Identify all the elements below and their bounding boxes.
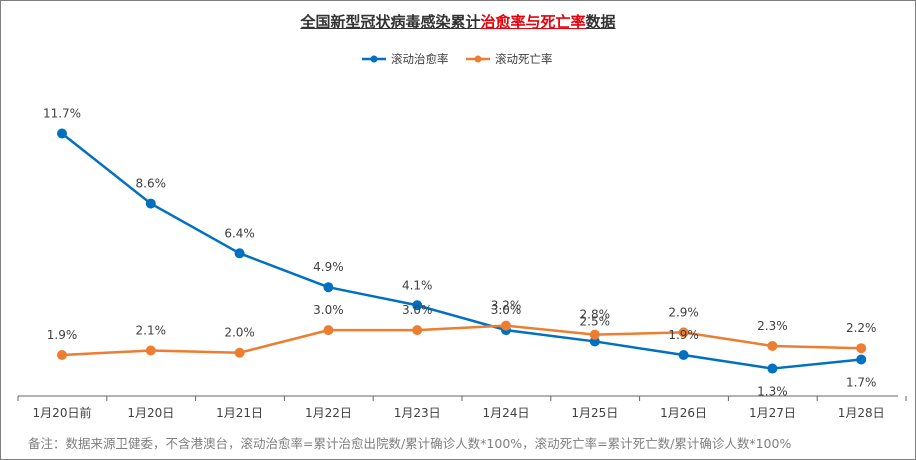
title-suffix: 数据: [585, 13, 616, 31]
data-label: 2.0%: [224, 326, 255, 340]
x-tick-label: 1月24日: [483, 406, 530, 420]
x-tick-label: 1月28日: [838, 406, 885, 420]
data-label: 11.7%: [43, 107, 81, 121]
data-label: 3.0%: [402, 303, 433, 317]
data-label: 8.6%: [136, 177, 167, 191]
data-label: 1.9%: [668, 328, 699, 342]
data-label: 3.2%: [491, 299, 522, 313]
data-label: 1.7%: [846, 376, 877, 390]
data-label: 2.2%: [846, 321, 877, 335]
x-tick-label: 1月20日前: [33, 405, 92, 420]
data-label: 3.0%: [313, 303, 344, 317]
data-label: 2.8%: [580, 308, 611, 322]
legend-marker: [474, 55, 482, 63]
x-tick-label: 1月21日: [216, 406, 263, 420]
data-point: [767, 340, 778, 351]
data-point: [323, 325, 334, 336]
data-label: 1.3%: [757, 385, 788, 399]
x-tick-label: 1月27日: [749, 406, 796, 420]
data-point: [145, 198, 156, 209]
line-chart: 1月20日前 1月20日 1月21日 1月22日 1月23日 1月24日 1月25日 1月26…: [17, 52, 907, 420]
data-point: [678, 327, 689, 338]
data-point: [678, 350, 689, 360]
x-tick-label: 1月25日: [571, 406, 618, 420]
x-tick-label: 1月20日: [127, 406, 174, 420]
data-point: [323, 282, 334, 293]
data-point: [234, 248, 245, 259]
title-prefix: 全国新型冠状病毒感染累计: [300, 13, 481, 31]
data-label: 3.0%: [491, 303, 522, 317]
series-line: [61, 324, 862, 357]
data-label: 2.9%: [668, 305, 699, 319]
legend-marker: [370, 55, 378, 63]
data-point: [57, 128, 67, 139]
data-label: 2.3%: [757, 319, 788, 333]
data-label: 4.1%: [402, 278, 433, 292]
data-point: [856, 343, 867, 354]
data-point: [767, 363, 778, 374]
data-label: 6.4%: [224, 226, 255, 240]
series-line: [61, 132, 862, 370]
data-label: 1.9%: [47, 328, 78, 342]
legend-label: 滚动死亡率: [495, 52, 553, 66]
legend-label: 滚动治愈率: [391, 52, 449, 66]
data-label: 2.1%: [136, 323, 167, 337]
data-point: [589, 329, 600, 340]
chart-title: 全国新型冠状病毒感染累计治愈率与死亡率数据: [0, 11, 916, 32]
title-highlight: 治愈率与死亡率: [480, 13, 586, 31]
data-label: 4.9%: [313, 260, 344, 274]
data-point: [234, 347, 245, 358]
data-point: [412, 325, 423, 336]
x-tick-label: 1月26日: [660, 406, 707, 420]
data-point: [412, 300, 423, 311]
x-tick-label: 1月23日: [394, 406, 441, 420]
data-point: [856, 354, 867, 365]
data-point: [57, 350, 67, 360]
source-note: 备注：数据来源卫健委，不含港澳台，滚动治愈率=累计治愈出院数/累计确诊人数*10…: [28, 436, 792, 451]
data-label: 2.5%: [580, 314, 611, 328]
data-point: [501, 320, 511, 331]
x-tick-label: 1月22日: [305, 406, 352, 420]
data-point: [145, 345, 156, 356]
